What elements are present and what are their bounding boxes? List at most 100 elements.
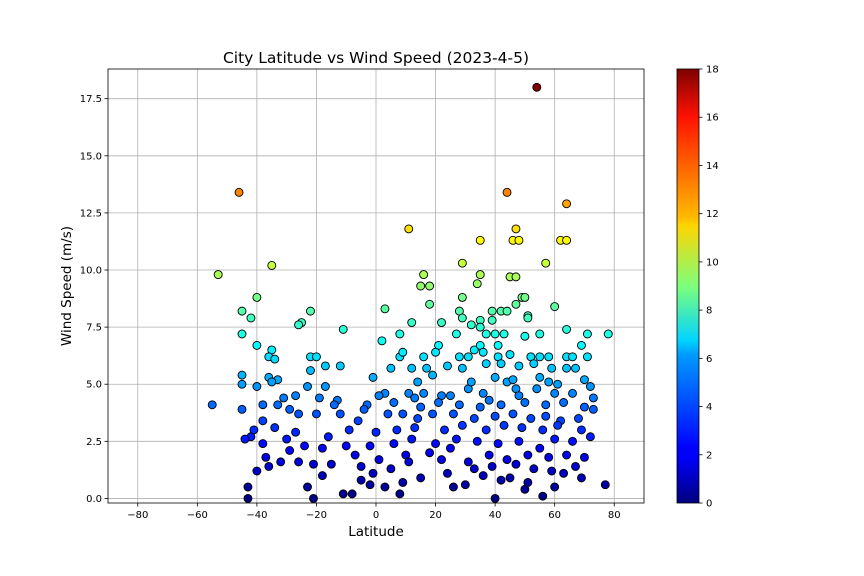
y-tick-label: 10.0: [80, 266, 102, 277]
data-point: [389, 439, 399, 449]
data-point: [273, 400, 283, 410]
colorbar-tick-label: 2: [706, 450, 712, 461]
data-point: [588, 393, 598, 403]
chart-title: City Latitude vs Wind Speed (2023-4-5): [223, 49, 529, 67]
colorbar-tick-label: 0: [706, 499, 712, 510]
data-point: [577, 473, 586, 483]
data-point: [577, 340, 586, 350]
data-point: [523, 477, 533, 487]
data-point: [541, 411, 551, 421]
data-point: [588, 404, 598, 414]
data-point: [300, 441, 309, 451]
data-point: [434, 398, 443, 407]
data-point: [490, 329, 500, 339]
data-point: [317, 471, 327, 481]
data-point: [404, 224, 414, 234]
data-point: [496, 359, 506, 369]
data-point: [303, 382, 312, 391]
data-point: [306, 306, 315, 316]
data-point: [600, 480, 610, 490]
data-point: [419, 352, 429, 362]
data-point: [469, 464, 479, 474]
data-point: [323, 432, 333, 442]
data-point: [237, 329, 247, 339]
data-point: [335, 409, 345, 419]
data-point: [279, 393, 289, 403]
data-point: [413, 377, 423, 387]
data-point: [457, 420, 467, 430]
data-point: [267, 260, 277, 270]
data-point: [568, 352, 577, 362]
x-tick-label: −60: [187, 510, 208, 521]
data-point: [264, 462, 274, 471]
data-point: [478, 388, 488, 398]
data-point: [550, 388, 560, 398]
data-point: [365, 480, 375, 490]
data-point: [466, 320, 476, 330]
data-point: [347, 489, 357, 499]
data-point: [469, 345, 479, 355]
data-point: [407, 434, 417, 444]
x-tick-label: 80: [608, 510, 621, 521]
data-point: [493, 340, 503, 350]
colorbar-tick-label: 14: [706, 161, 719, 172]
data-point: [508, 375, 518, 385]
data-point: [314, 393, 324, 403]
data-point: [428, 409, 438, 419]
data-point: [320, 361, 330, 371]
data-point: [350, 450, 360, 460]
data-point: [306, 366, 315, 375]
data-point: [407, 363, 417, 373]
data-point: [490, 411, 500, 421]
data-point: [419, 388, 429, 398]
data-point: [413, 414, 423, 423]
x-axis-label: Latitude: [348, 524, 404, 540]
colorbar-tick-label: 4: [706, 402, 712, 413]
data-point: [585, 432, 595, 442]
data-point: [550, 434, 560, 444]
data-point: [484, 395, 494, 405]
data-point: [437, 455, 446, 465]
data-point: [562, 199, 572, 209]
data-point: [502, 455, 512, 465]
data-point: [213, 270, 223, 280]
y-tick-label: 5.0: [86, 380, 102, 391]
data-point: [553, 420, 563, 430]
data-point: [386, 363, 396, 373]
data-point: [431, 439, 441, 449]
data-point: [571, 363, 580, 373]
data-point: [374, 455, 384, 465]
data-point: [544, 352, 554, 362]
data-point: [425, 299, 435, 309]
data-point: [448, 409, 458, 419]
data-point: [451, 434, 461, 444]
data-point: [404, 388, 414, 398]
data-point: [443, 361, 452, 371]
data-point: [303, 482, 312, 492]
data-point: [407, 318, 417, 327]
data-point: [356, 462, 366, 471]
data-point: [392, 425, 402, 435]
data-point: [404, 457, 414, 467]
data-point: [460, 480, 470, 490]
x-tick-label: −20: [306, 510, 327, 521]
data-point: [341, 441, 351, 451]
data-point: [559, 468, 569, 478]
data-point: [395, 489, 405, 499]
data-point: [499, 329, 509, 339]
data-point: [481, 329, 491, 339]
data-point: [547, 363, 557, 373]
y-tick-label: 15.0: [80, 151, 102, 162]
data-point: [261, 452, 271, 462]
colorbar-tick-label: 10: [706, 257, 719, 268]
data-point: [520, 331, 530, 341]
data-point: [520, 292, 530, 302]
colorbar-tick-label: 18: [706, 65, 719, 76]
data-point: [237, 404, 247, 414]
data-point: [529, 464, 539, 474]
data-point: [562, 363, 572, 373]
data-point: [577, 425, 586, 435]
data-point: [437, 318, 446, 327]
data-point: [529, 359, 539, 369]
colorbar-axis: 0 2 4 6 8 10 12 14 16 18: [699, 65, 719, 510]
